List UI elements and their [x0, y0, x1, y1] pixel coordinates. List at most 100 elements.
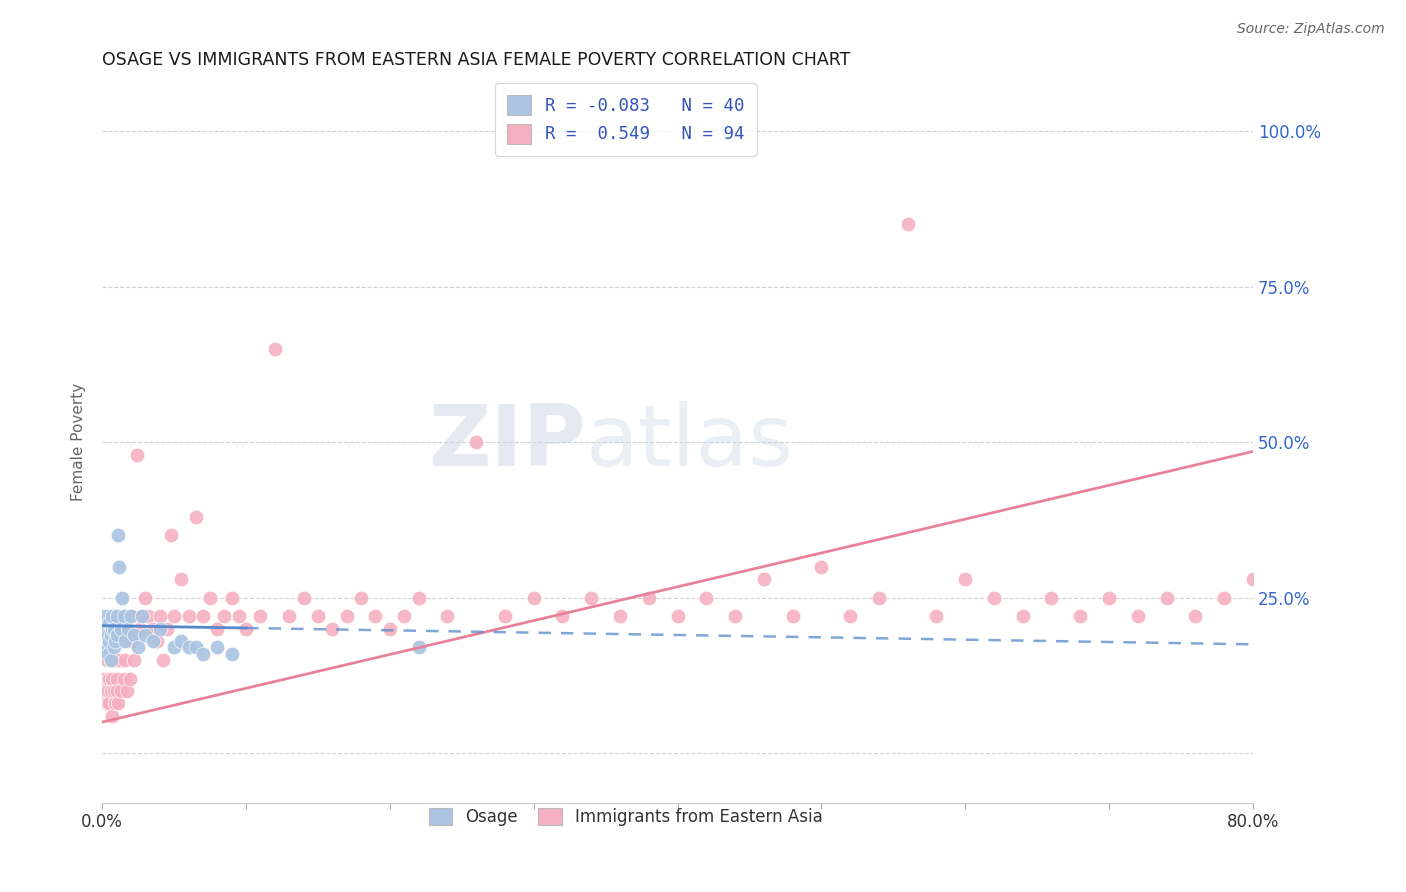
Point — [103, 684, 125, 698]
Text: atlas: atlas — [585, 401, 793, 483]
Text: ZIP: ZIP — [427, 401, 585, 483]
Point — [98, 672, 121, 686]
Point — [350, 591, 373, 605]
Point — [235, 622, 257, 636]
Point — [156, 622, 179, 636]
Point — [1098, 591, 1121, 605]
Point — [98, 697, 121, 711]
Point — [177, 609, 200, 624]
Point — [1241, 572, 1264, 586]
Point — [163, 640, 186, 655]
Point — [107, 528, 129, 542]
Point — [724, 609, 747, 624]
Point — [184, 509, 207, 524]
Point — [177, 640, 200, 655]
Point — [146, 634, 169, 648]
Point — [198, 591, 221, 605]
Point — [125, 448, 148, 462]
Point — [134, 628, 156, 642]
Point — [925, 609, 948, 624]
Point — [163, 609, 186, 624]
Point — [104, 634, 127, 648]
Point — [120, 609, 142, 624]
Point — [110, 622, 132, 636]
Point — [214, 609, 236, 624]
Point — [897, 218, 920, 232]
Point — [104, 697, 127, 711]
Point — [100, 628, 122, 642]
Point — [263, 342, 285, 356]
Point — [100, 653, 122, 667]
Point — [117, 622, 139, 636]
Point — [184, 640, 207, 655]
Point — [1069, 609, 1091, 624]
Point — [191, 647, 214, 661]
Point — [160, 528, 183, 542]
Point — [666, 609, 689, 624]
Point — [695, 591, 717, 605]
Point — [111, 634, 134, 648]
Legend: Osage, Immigrants from Eastern Asia: Osage, Immigrants from Eastern Asia — [420, 799, 831, 834]
Point — [94, 684, 117, 698]
Point — [93, 672, 115, 686]
Point — [108, 559, 131, 574]
Point — [149, 609, 172, 624]
Point — [101, 622, 124, 636]
Point — [142, 634, 165, 648]
Point — [278, 609, 301, 624]
Point — [105, 684, 128, 698]
Point — [221, 647, 243, 661]
Point — [953, 572, 976, 586]
Point — [131, 609, 153, 624]
Point — [115, 684, 138, 698]
Point — [408, 640, 430, 655]
Point — [637, 591, 659, 605]
Point — [609, 609, 631, 624]
Point — [97, 647, 120, 661]
Point — [108, 653, 131, 667]
Point — [523, 591, 546, 605]
Point — [868, 591, 890, 605]
Point — [752, 572, 775, 586]
Point — [551, 609, 574, 624]
Point — [1271, 609, 1294, 624]
Point — [1213, 591, 1236, 605]
Point — [112, 672, 135, 686]
Point — [101, 709, 124, 723]
Point — [839, 609, 862, 624]
Point — [111, 591, 134, 605]
Point — [114, 634, 136, 648]
Point — [131, 609, 153, 624]
Point — [101, 672, 124, 686]
Point — [128, 622, 150, 636]
Point — [136, 609, 159, 624]
Point — [228, 609, 250, 624]
Point — [152, 653, 174, 667]
Point — [105, 672, 128, 686]
Point — [122, 628, 145, 642]
Point — [96, 640, 118, 655]
Point — [97, 634, 120, 648]
Point — [207, 640, 229, 655]
Point — [120, 609, 142, 624]
Point — [127, 640, 149, 655]
Point — [191, 609, 214, 624]
Point — [170, 572, 193, 586]
Point — [110, 684, 132, 698]
Point — [103, 640, 125, 655]
Point — [149, 622, 172, 636]
Point — [307, 609, 329, 624]
Point — [465, 435, 488, 450]
Point — [117, 622, 139, 636]
Text: OSAGE VS IMMIGRANTS FROM EASTERN ASIA FEMALE POVERTY CORRELATION CHART: OSAGE VS IMMIGRANTS FROM EASTERN ASIA FE… — [103, 51, 851, 69]
Point — [394, 609, 416, 624]
Point — [292, 591, 315, 605]
Point — [494, 609, 516, 624]
Point — [112, 609, 135, 624]
Point — [98, 615, 121, 630]
Point — [105, 628, 128, 642]
Point — [98, 634, 121, 648]
Point — [364, 609, 387, 624]
Point — [321, 622, 343, 636]
Point — [142, 622, 165, 636]
